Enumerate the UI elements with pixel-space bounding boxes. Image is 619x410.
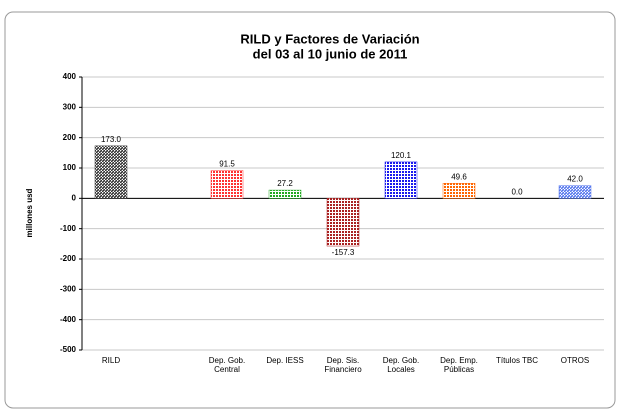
y-tick-label: 200 [63,133,77,142]
y-tick-label: -100 [60,224,77,233]
value-label: 91.5 [219,160,235,169]
y-tick-label: -300 [60,284,77,293]
x-tick-label: Dep. IESS [266,356,304,365]
x-tick-label: Dep. Sis. Financiero [324,356,362,374]
x-tick-label: Títulos TBC [495,356,539,365]
value-label: 0.0 [511,187,523,196]
y-tick-label: 300 [63,102,77,111]
chart-subtitle: del 03 al 10 junio de 2011 [253,46,408,61]
value-label: 27.2 [277,179,293,188]
x-tick-label: OTROS [560,356,590,365]
value-label: 42.0 [567,175,583,184]
y-tick-label: 0 [72,193,77,202]
bar [268,189,302,199]
bar [384,161,418,199]
bar [442,183,476,199]
value-label: 173.0 [101,135,122,144]
y-tick-label: -400 [60,315,77,324]
bar [94,145,128,199]
y-tick-label: -200 [60,254,77,263]
y-tick-label: 400 [63,72,77,81]
y-axis-label: millones usd [25,188,34,237]
y-tick-label: 100 [63,163,77,172]
bar [558,185,592,199]
x-tick-label: Dep. Gob. Locales [382,356,420,374]
value-label: 120.1 [391,151,412,160]
bar [326,198,360,247]
y-tick-label: -500 [60,345,77,354]
x-tick-label: Dep. Gob. Central [208,356,246,374]
bar [210,170,244,199]
value-label: -157.3 [332,248,355,257]
x-tick-label: Dep. Emp. Públicas [440,356,478,374]
chart-frame [4,11,616,409]
x-tick-label: RILD [101,356,121,365]
chart-title: RILD y Factores de Variación [240,31,419,46]
value-label: 49.6 [451,172,467,181]
